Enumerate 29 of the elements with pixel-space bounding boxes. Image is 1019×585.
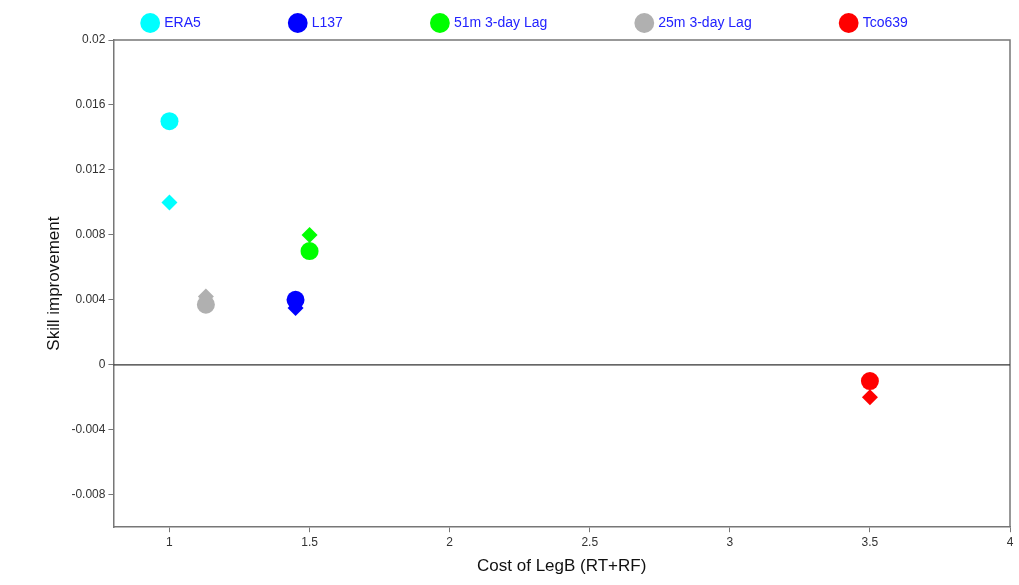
legend-label: ERA5 — [164, 13, 201, 30]
legend-label: 25m 3-day Lag — [658, 13, 752, 30]
y-axis-title: Skill improvement — [43, 216, 63, 351]
y-tick-label: 0.016 — [75, 97, 106, 112]
legend-label: Tco639 — [862, 13, 909, 30]
y-tick-label: -0.008 — [71, 487, 106, 502]
legend-label: L137 — [311, 13, 344, 30]
y-tick-label: 0 — [98, 357, 106, 372]
point — [161, 194, 178, 211]
x-tick-label: 1 — [166, 534, 174, 549]
x-axis-title: Cost of LegB (RT+RF) — [477, 556, 647, 576]
point — [286, 290, 305, 309]
y-tick-label: 0.004 — [75, 292, 106, 307]
x-tick-label: 2 — [446, 534, 454, 549]
legend-label: 51m 3-day Lag — [453, 13, 548, 30]
x-tick-label: 3.5 — [861, 534, 879, 549]
point — [301, 226, 318, 243]
x-tick-label: 4 — [1006, 534, 1014, 549]
point — [860, 372, 879, 391]
point — [861, 389, 878, 406]
y-tick-label: 0.008 — [75, 227, 106, 242]
point — [300, 242, 319, 261]
x-tick-label: 2.5 — [581, 534, 599, 549]
point — [160, 112, 179, 131]
y-tick-label: 0.02 — [82, 32, 106, 47]
y-tick-label: 0.012 — [75, 162, 106, 177]
x-tick-label: 1.5 — [301, 534, 319, 549]
y-tick-label: -0.004 — [71, 422, 106, 437]
x-tick-label: 3 — [726, 534, 734, 549]
